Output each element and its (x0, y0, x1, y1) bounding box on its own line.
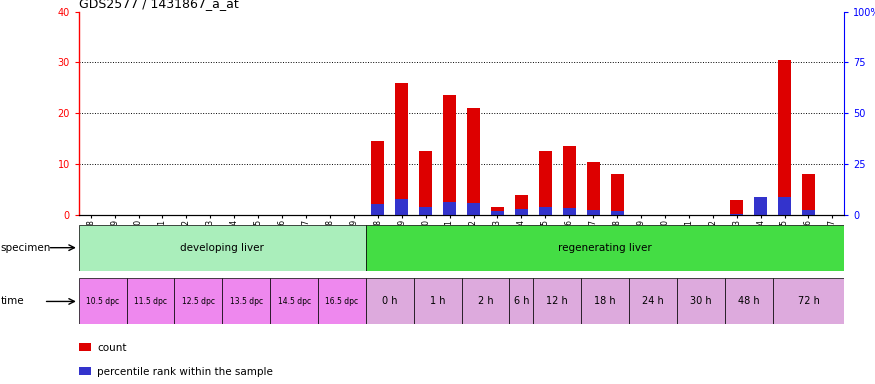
Bar (443, 96, 456, 215)
Text: GDS2577 / 1431867_a_at: GDS2577 / 1431867_a_at (79, 0, 239, 10)
Bar (491, 207, 504, 215)
Bar (222, 278, 270, 324)
Bar (563, 208, 576, 215)
Bar (724, 278, 773, 324)
Bar (371, 141, 384, 215)
Bar (611, 211, 624, 215)
Bar (778, 197, 791, 215)
Text: 10.5 dpc: 10.5 dpc (86, 297, 119, 306)
Text: specimen: specimen (1, 243, 52, 253)
Text: 13.5 dpc: 13.5 dpc (229, 297, 262, 306)
Bar (366, 278, 414, 324)
Text: 16.5 dpc: 16.5 dpc (326, 297, 359, 306)
Bar (539, 207, 552, 215)
Text: 12.5 dpc: 12.5 dpc (182, 297, 215, 306)
Bar (514, 209, 528, 215)
Text: 2 h: 2 h (478, 296, 494, 306)
Text: 12 h: 12 h (546, 296, 568, 306)
Bar (419, 207, 432, 215)
Bar (586, 210, 599, 215)
Bar (778, 60, 791, 215)
Bar (581, 278, 629, 324)
Bar (443, 202, 456, 215)
Text: 24 h: 24 h (642, 296, 664, 306)
Bar (802, 210, 816, 215)
Bar (773, 278, 844, 324)
Bar (629, 278, 677, 324)
Bar (79, 367, 91, 376)
Bar (509, 278, 534, 324)
Bar (174, 278, 222, 324)
Text: developing liver: developing liver (180, 243, 264, 253)
Bar (467, 108, 480, 215)
Text: 18 h: 18 h (594, 296, 616, 306)
Bar (396, 199, 409, 215)
Bar (563, 146, 576, 215)
Bar (514, 195, 528, 215)
Bar (491, 211, 504, 215)
Bar (419, 151, 432, 215)
Bar (730, 200, 743, 215)
Bar (396, 83, 409, 215)
Bar (586, 162, 599, 215)
Text: count: count (97, 343, 127, 353)
Bar (127, 278, 174, 324)
Text: 6 h: 6 h (514, 296, 529, 306)
Bar (539, 151, 552, 215)
Bar (414, 278, 462, 324)
Text: time: time (1, 296, 24, 306)
Text: 72 h: 72 h (797, 296, 819, 306)
Text: 30 h: 30 h (690, 296, 711, 306)
Bar (754, 197, 767, 215)
Bar (462, 278, 509, 324)
Bar (270, 278, 318, 324)
Text: 0 h: 0 h (382, 296, 397, 306)
Text: percentile rank within the sample: percentile rank within the sample (97, 367, 273, 377)
Bar (611, 174, 624, 215)
Text: 11.5 dpc: 11.5 dpc (134, 297, 167, 306)
Text: 48 h: 48 h (738, 296, 760, 306)
Bar (730, 214, 743, 215)
Text: 1 h: 1 h (430, 296, 445, 306)
Bar (467, 204, 480, 215)
Bar (534, 278, 581, 324)
Bar (802, 174, 816, 215)
Bar (371, 204, 384, 215)
Bar (677, 278, 724, 324)
Bar (79, 225, 366, 271)
Bar (79, 343, 91, 351)
Bar (318, 278, 366, 324)
Bar (79, 278, 127, 324)
Bar (366, 225, 844, 271)
Text: 14.5 dpc: 14.5 dpc (277, 297, 311, 306)
Text: regenerating liver: regenerating liver (558, 243, 652, 253)
